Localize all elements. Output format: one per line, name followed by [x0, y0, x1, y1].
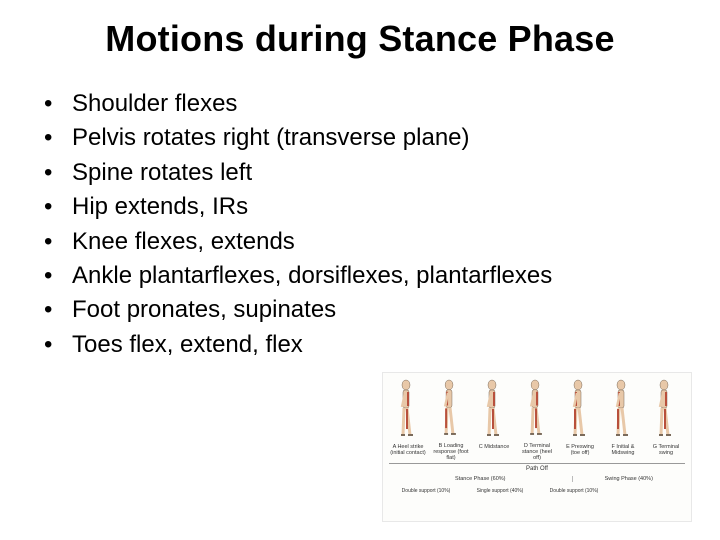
- gait-figure-1: B Loading response (foot flat): [432, 379, 470, 461]
- gait-figure-4: E Preswing (toe off): [561, 379, 599, 461]
- gait-figure-row: A Heel strike (initial contact) B Loadin…: [383, 373, 691, 461]
- gait-support-row: Double support (10%) Single support (40%…: [389, 488, 685, 494]
- slide: Motions during Stance Phase Shoulder fle…: [0, 0, 720, 540]
- bullet-item: Shoulder flexes: [44, 88, 690, 120]
- gait-axis: Path Off Stance Phase (60%) Swing Phase …: [389, 463, 685, 513]
- bullet-item: Pelvis rotates right (transverse plane): [44, 122, 690, 154]
- gait-figure-label: A Heel strike (initial contact): [389, 444, 427, 456]
- gait-figure-label: C Midstance: [479, 444, 510, 450]
- human-figure-icon: [480, 379, 508, 441]
- bullet-item: Hip extends, IRs: [44, 191, 690, 223]
- gait-figure-3: D Terminal stance (heel off): [518, 379, 556, 461]
- gait-axis-title: Path Off: [389, 466, 685, 472]
- gait-figure-label: E Preswing (toe off): [561, 444, 599, 456]
- gait-figure-0: A Heel strike (initial contact): [389, 379, 427, 461]
- bullet-item: Foot pronates, supinates: [44, 294, 690, 326]
- gait-phase-row: Stance Phase (60%) Swing Phase (40%): [389, 476, 685, 482]
- gait-figure-label: B Loading response (foot flat): [432, 443, 470, 461]
- bullet-item: Ankle plantarflexes, dorsiflexes, planta…: [44, 260, 690, 292]
- human-figure-icon: [437, 379, 465, 440]
- bullet-list: Shoulder flexes Pelvis rotates right (tr…: [30, 88, 690, 361]
- human-figure-icon: [609, 379, 637, 441]
- gait-figure-5: F Initial & Midswing: [604, 379, 642, 461]
- swing-phase-label: Swing Phase (40%): [573, 476, 685, 482]
- support-label: Single support (40%): [463, 488, 537, 494]
- bullet-item: Toes flex, extend, flex: [44, 329, 690, 361]
- gait-figure-6: G Terminal swing: [647, 379, 685, 461]
- gait-cycle-diagram: A Heel strike (initial contact) B Loadin…: [382, 372, 692, 522]
- gait-figure-label: D Terminal stance (heel off): [518, 443, 556, 461]
- human-figure-icon: [394, 379, 422, 441]
- support-label: Double support (10%): [389, 488, 463, 494]
- support-label: [611, 488, 685, 494]
- bullet-item: Spine rotates left: [44, 157, 690, 189]
- gait-figure-label: G Terminal swing: [647, 444, 685, 456]
- gait-figure-label: F Initial & Midswing: [604, 444, 642, 456]
- bullet-item: Knee flexes, extends: [44, 226, 690, 258]
- slide-title: Motions during Stance Phase: [30, 18, 690, 60]
- human-figure-icon: [652, 379, 680, 441]
- support-label: Double support (10%): [537, 488, 611, 494]
- human-figure-icon: [523, 379, 551, 440]
- gait-figure-2: C Midstance: [475, 379, 513, 461]
- stance-phase-label: Stance Phase (60%): [389, 476, 573, 482]
- human-figure-icon: [566, 379, 594, 441]
